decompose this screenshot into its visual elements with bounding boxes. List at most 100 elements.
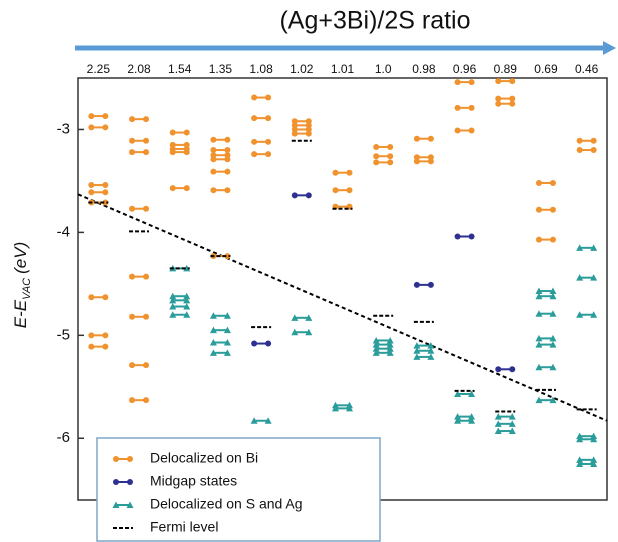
level-marker: [143, 362, 150, 369]
level-marker: [210, 168, 217, 175]
level-marker: [210, 136, 217, 143]
energy-level: [169, 296, 191, 304]
level-marker: [549, 363, 557, 371]
level-marker: [413, 342, 421, 349]
level-marker: [183, 185, 190, 192]
level-marker: [129, 273, 136, 280]
level-marker: [535, 396, 543, 404]
energy-level: [169, 292, 191, 300]
y-tick-label: -6: [57, 429, 70, 446]
level-marker: [305, 314, 313, 321]
level-marker: [535, 334, 543, 342]
energy-level: [454, 127, 475, 134]
level-marker: [590, 435, 598, 443]
legend-label: Fermi level: [150, 519, 218, 535]
energy-level: [169, 149, 190, 156]
energy-level: [372, 349, 394, 356]
energy-level: [535, 334, 557, 342]
legend-label: Delocalized on Bi: [150, 450, 258, 466]
level-marker: [183, 129, 190, 136]
level-marker: [509, 95, 516, 102]
level-marker: [102, 343, 109, 350]
level-marker: [576, 456, 584, 463]
level-marker: [535, 292, 543, 300]
energy-level: [169, 141, 190, 148]
y-tick-label: -4: [57, 223, 70, 240]
level-marker: [549, 310, 557, 317]
energy-level: [129, 313, 150, 320]
level-marker: [102, 332, 109, 339]
y-label-unit: (eV): [11, 242, 30, 274]
level-marker: [386, 345, 394, 352]
energy-level: [169, 311, 191, 318]
energy-level: [372, 341, 394, 348]
x-tick-label: 1.54: [168, 62, 192, 76]
energy-level: [454, 104, 475, 111]
level-marker: [169, 129, 176, 136]
energy-level: [251, 138, 272, 145]
energy-level: [535, 206, 556, 213]
level-marker: [224, 253, 231, 260]
level-marker: [413, 347, 421, 354]
fermi-trend-line: [77, 193, 608, 422]
level-marker: [387, 153, 394, 160]
ratio-arrow-head: [603, 41, 616, 55]
energy-level: [88, 343, 109, 350]
energy-level: [210, 187, 231, 194]
level-marker: [590, 244, 598, 251]
energy-level: [413, 347, 435, 354]
energy-level: [373, 159, 394, 166]
level-marker: [495, 95, 502, 102]
level-marker: [251, 115, 258, 122]
energy-level: [535, 363, 557, 371]
level-marker: [169, 302, 177, 310]
level-marker: [386, 349, 394, 356]
energy-level: [169, 302, 191, 310]
energy-level: [413, 158, 434, 165]
level-marker: [413, 154, 420, 161]
level-marker: [305, 328, 313, 336]
level-marker: [129, 313, 136, 320]
level-marker: [209, 312, 217, 319]
level-marker: [576, 137, 583, 144]
energy-level: [209, 349, 231, 356]
energy-level: [129, 149, 150, 156]
energy-level: [332, 187, 353, 194]
energy-level: [576, 456, 598, 463]
level-marker: [224, 152, 231, 159]
y-label-sub: VAC: [21, 278, 33, 300]
level-marker: [183, 311, 191, 318]
level-marker: [535, 341, 543, 348]
level-marker: [454, 79, 461, 86]
level-marker: [224, 187, 231, 194]
level-marker: [223, 339, 231, 346]
y-label-main: E-E: [11, 299, 30, 328]
level-marker: [143, 137, 150, 144]
level-marker: [509, 78, 516, 85]
level-marker: [291, 126, 298, 133]
energy-level: [454, 390, 476, 397]
energy-level: [576, 137, 597, 144]
energy-level: [291, 192, 312, 199]
level-marker: [112, 501, 120, 508]
energy-level: [129, 273, 150, 280]
level-marker: [223, 326, 231, 334]
x-tick-label: 1.02: [290, 62, 314, 76]
level-marker: [129, 362, 136, 369]
level-marker: [143, 116, 150, 123]
energy-level: [372, 345, 394, 352]
energy-level: [494, 413, 516, 420]
energy-level: [373, 153, 394, 160]
level-marker: [576, 460, 584, 467]
level-marker: [143, 397, 150, 404]
level-marker: [549, 179, 556, 186]
energy-level: [576, 435, 598, 443]
energy-level: [494, 420, 516, 427]
level-marker: [143, 205, 150, 212]
level-marker: [468, 233, 475, 240]
level-marker: [427, 281, 434, 288]
y-tick-label: -5: [57, 326, 70, 343]
level-marker: [576, 311, 584, 318]
level-marker: [332, 169, 339, 176]
level-marker: [88, 294, 95, 301]
